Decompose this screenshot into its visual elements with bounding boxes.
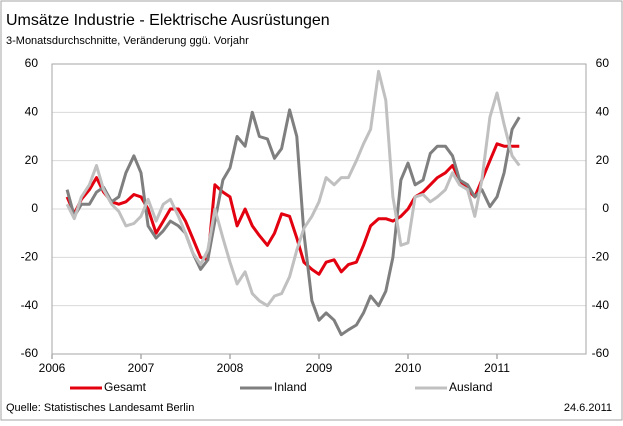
y-tick-label: -60	[21, 346, 39, 360]
y-tick-label: 40	[25, 105, 39, 119]
y-tick-label: -40	[21, 298, 39, 312]
y2-tick-label: 40	[596, 105, 610, 119]
x-tick-label: 2007	[128, 361, 155, 375]
legend-label: Ausland	[449, 380, 492, 394]
x-tick-label: 2006	[39, 361, 66, 375]
y2-tick-label: 60	[596, 56, 610, 70]
series-line	[65, 142, 520, 276]
series-line	[65, 108, 521, 337]
plot-border	[51, 63, 587, 355]
y-tick-label: -20	[21, 250, 39, 264]
legend-label: Inland	[274, 380, 307, 394]
chart-title: Umsätze Industrie - Elektrische Ausrüstu…	[6, 12, 330, 29]
y-tick-label: 60	[25, 56, 39, 70]
chart-subtitle: 3-Monatsdurchschnitte, Veränderung ggü. …	[6, 35, 249, 47]
y-tick-label: 0	[31, 201, 38, 215]
source: Quelle: Statistisches Landesamt Berlin	[6, 402, 194, 414]
y-tick-label: 20	[25, 153, 39, 167]
y2-tick-label: -20	[592, 250, 610, 264]
series-line	[65, 69, 521, 308]
y2-tick-label: -40	[592, 298, 610, 312]
x-tick-label: 2011	[484, 361, 510, 375]
x-tick-label: 2009	[306, 361, 333, 375]
y2-tick-label: 20	[596, 153, 610, 167]
x-tick-label: 2008	[217, 361, 244, 375]
x-tick-label: 2010	[395, 361, 422, 375]
date: 24.6.2011	[564, 402, 612, 414]
y2-tick-label: -60	[592, 346, 610, 360]
legend-label: Gesamt	[104, 380, 147, 394]
y2-tick-label: 0	[602, 201, 609, 215]
